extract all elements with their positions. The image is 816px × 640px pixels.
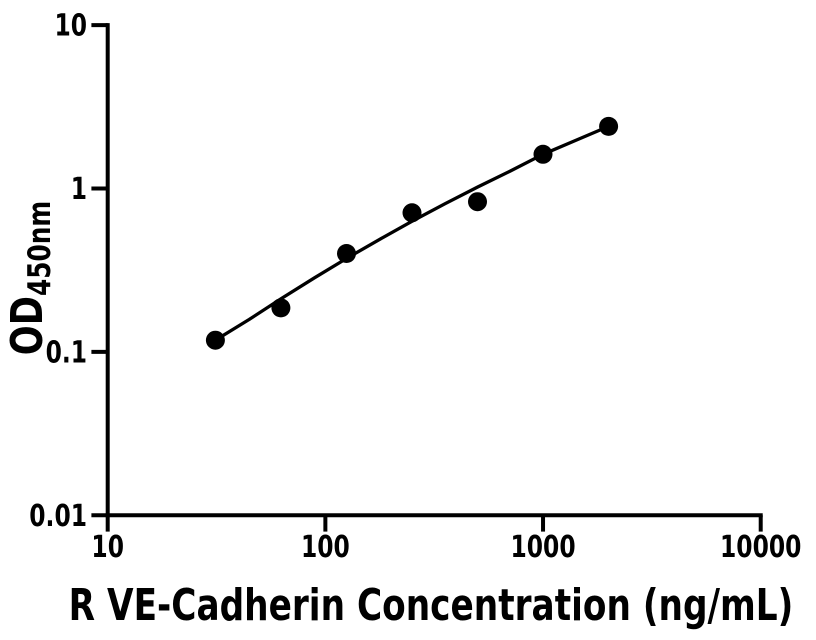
data-point <box>599 116 619 136</box>
x-tick-label: 1000 <box>510 530 575 565</box>
x-tick-label: 100 <box>301 530 350 565</box>
x-axis-title: R VE-Cadherin Concentration (ng/mL) <box>68 580 794 631</box>
y-axis-title-main: OD <box>2 296 53 356</box>
data-point <box>533 144 553 164</box>
data-point <box>402 203 422 223</box>
y-tick-label: 10 <box>54 9 87 44</box>
data-point <box>337 244 356 263</box>
y-tick-label: 0.01 <box>29 499 87 534</box>
data-point <box>468 192 487 212</box>
data-point <box>271 298 291 318</box>
y-axis-title-subscript: 450nm <box>22 200 58 297</box>
y-tick-label: 0.1 <box>46 336 87 371</box>
x-tick-label: 10 <box>91 530 124 565</box>
data-point <box>205 330 225 350</box>
y-tick-label: 1 <box>71 172 87 207</box>
x-tick-label: 10000 <box>720 530 801 565</box>
y-axis-title: OD450nm <box>2 201 58 356</box>
